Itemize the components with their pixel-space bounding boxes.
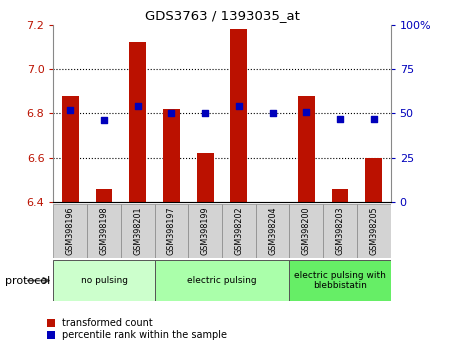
Point <box>201 110 209 116</box>
Point <box>235 103 243 109</box>
Point <box>303 109 310 114</box>
Text: transformed count: transformed count <box>62 318 153 328</box>
Bar <box>121 204 154 258</box>
Bar <box>289 204 323 258</box>
Text: GSM398198: GSM398198 <box>100 207 108 255</box>
Bar <box>332 189 348 202</box>
Point <box>134 103 141 109</box>
Text: GSM398200: GSM398200 <box>302 207 311 255</box>
Bar <box>357 204 391 258</box>
Bar <box>154 260 289 301</box>
Bar <box>62 96 79 202</box>
Text: GSM398199: GSM398199 <box>201 207 210 255</box>
Bar <box>163 109 180 202</box>
Bar <box>323 204 357 258</box>
Bar <box>53 260 154 301</box>
Bar <box>365 158 382 202</box>
Bar <box>129 42 146 202</box>
Text: protocol: protocol <box>5 275 50 286</box>
Bar <box>154 204 188 258</box>
Bar <box>96 189 113 202</box>
Bar <box>197 153 213 202</box>
Bar <box>289 260 391 301</box>
Bar <box>87 204 121 258</box>
Text: GSM398197: GSM398197 <box>167 207 176 255</box>
Text: percentile rank within the sample: percentile rank within the sample <box>62 330 227 340</box>
Title: GDS3763 / 1393035_at: GDS3763 / 1393035_at <box>145 9 299 22</box>
Bar <box>222 204 256 258</box>
Text: no pulsing: no pulsing <box>80 276 127 285</box>
Bar <box>298 96 315 202</box>
Bar <box>53 204 87 258</box>
Point <box>336 116 344 121</box>
Text: GSM398205: GSM398205 <box>369 207 378 255</box>
Point <box>269 110 276 116</box>
Point <box>66 107 74 113</box>
Point <box>168 110 175 116</box>
Text: GSM398196: GSM398196 <box>66 207 75 255</box>
Bar <box>256 204 289 258</box>
Text: GSM398202: GSM398202 <box>234 207 243 255</box>
Text: GSM398204: GSM398204 <box>268 207 277 255</box>
Text: electric pulsing: electric pulsing <box>187 276 257 285</box>
Bar <box>188 204 222 258</box>
Point <box>100 118 108 123</box>
Bar <box>231 29 247 202</box>
Text: GSM398201: GSM398201 <box>133 207 142 255</box>
Point <box>370 116 378 121</box>
Text: electric pulsing with
blebbistatin: electric pulsing with blebbistatin <box>294 271 386 290</box>
Text: GSM398203: GSM398203 <box>336 207 345 255</box>
